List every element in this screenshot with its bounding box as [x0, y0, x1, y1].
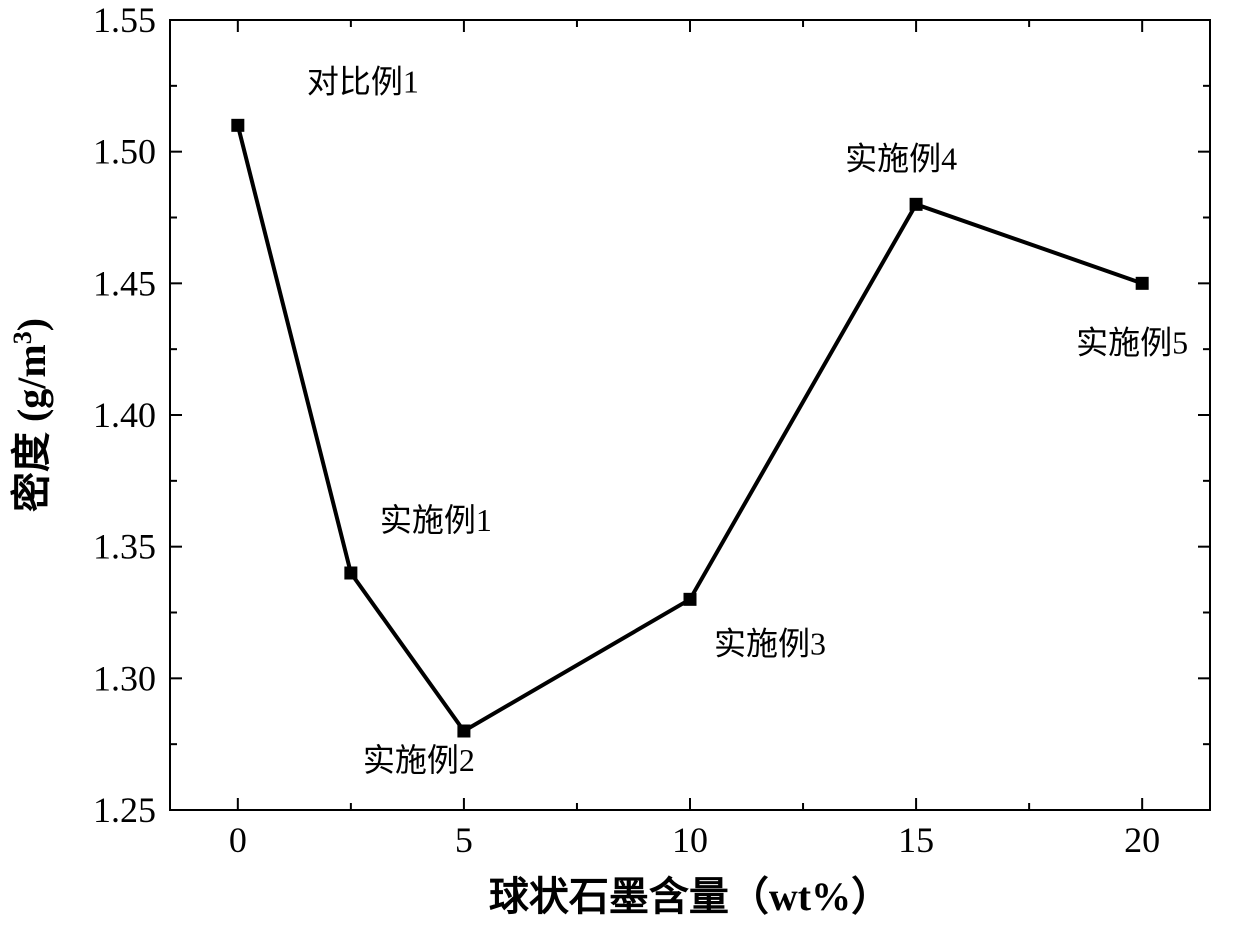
data-marker: [345, 567, 357, 579]
point-label: 实施例5: [1076, 324, 1188, 360]
point-label: 实施例4: [845, 140, 957, 176]
data-marker: [1136, 277, 1148, 289]
chart-svg: 0 5 10 15 20 1.25 1.30 1.35 1.40 1.45 1.50 1.55 对比例1…: [0, 0, 1240, 926]
plot-border: [170, 20, 1210, 810]
point-label: 实施例2: [363, 742, 475, 778]
y-tick-label: 1.30: [93, 658, 156, 698]
y-tick-label: 1.35: [93, 527, 156, 567]
x-axis-label: 球状石墨含量（wt%）: [489, 874, 891, 919]
point-label: 实施例3: [714, 625, 826, 661]
data-marker: [232, 119, 244, 131]
y-tick-label: 1.55: [93, 0, 156, 40]
data-line: [238, 125, 1142, 731]
x-tick-label: 20: [1124, 820, 1160, 860]
density-vs-graphite-chart: 0 5 10 15 20 1.25 1.30 1.35 1.40 1.45 1.50 1.55 对比例1…: [0, 0, 1240, 926]
data-marker: [684, 593, 696, 605]
x-tick-label: 5: [455, 820, 473, 860]
data-marker: [458, 725, 470, 737]
x-tick-label: 15: [898, 820, 934, 860]
x-tick-label: 10: [672, 820, 708, 860]
data-marker: [910, 198, 922, 210]
y-tick-label: 1.50: [93, 132, 156, 172]
y-axis-label: 密度 (g/m3): [8, 318, 55, 512]
y-tick-label: 1.25: [93, 790, 156, 830]
y-tick-label: 1.40: [93, 395, 156, 435]
y-tick-label: 1.45: [93, 263, 156, 303]
point-label: 实施例1: [380, 502, 492, 538]
x-tick-label: 0: [229, 820, 247, 860]
point-label: 对比例1: [307, 63, 419, 99]
